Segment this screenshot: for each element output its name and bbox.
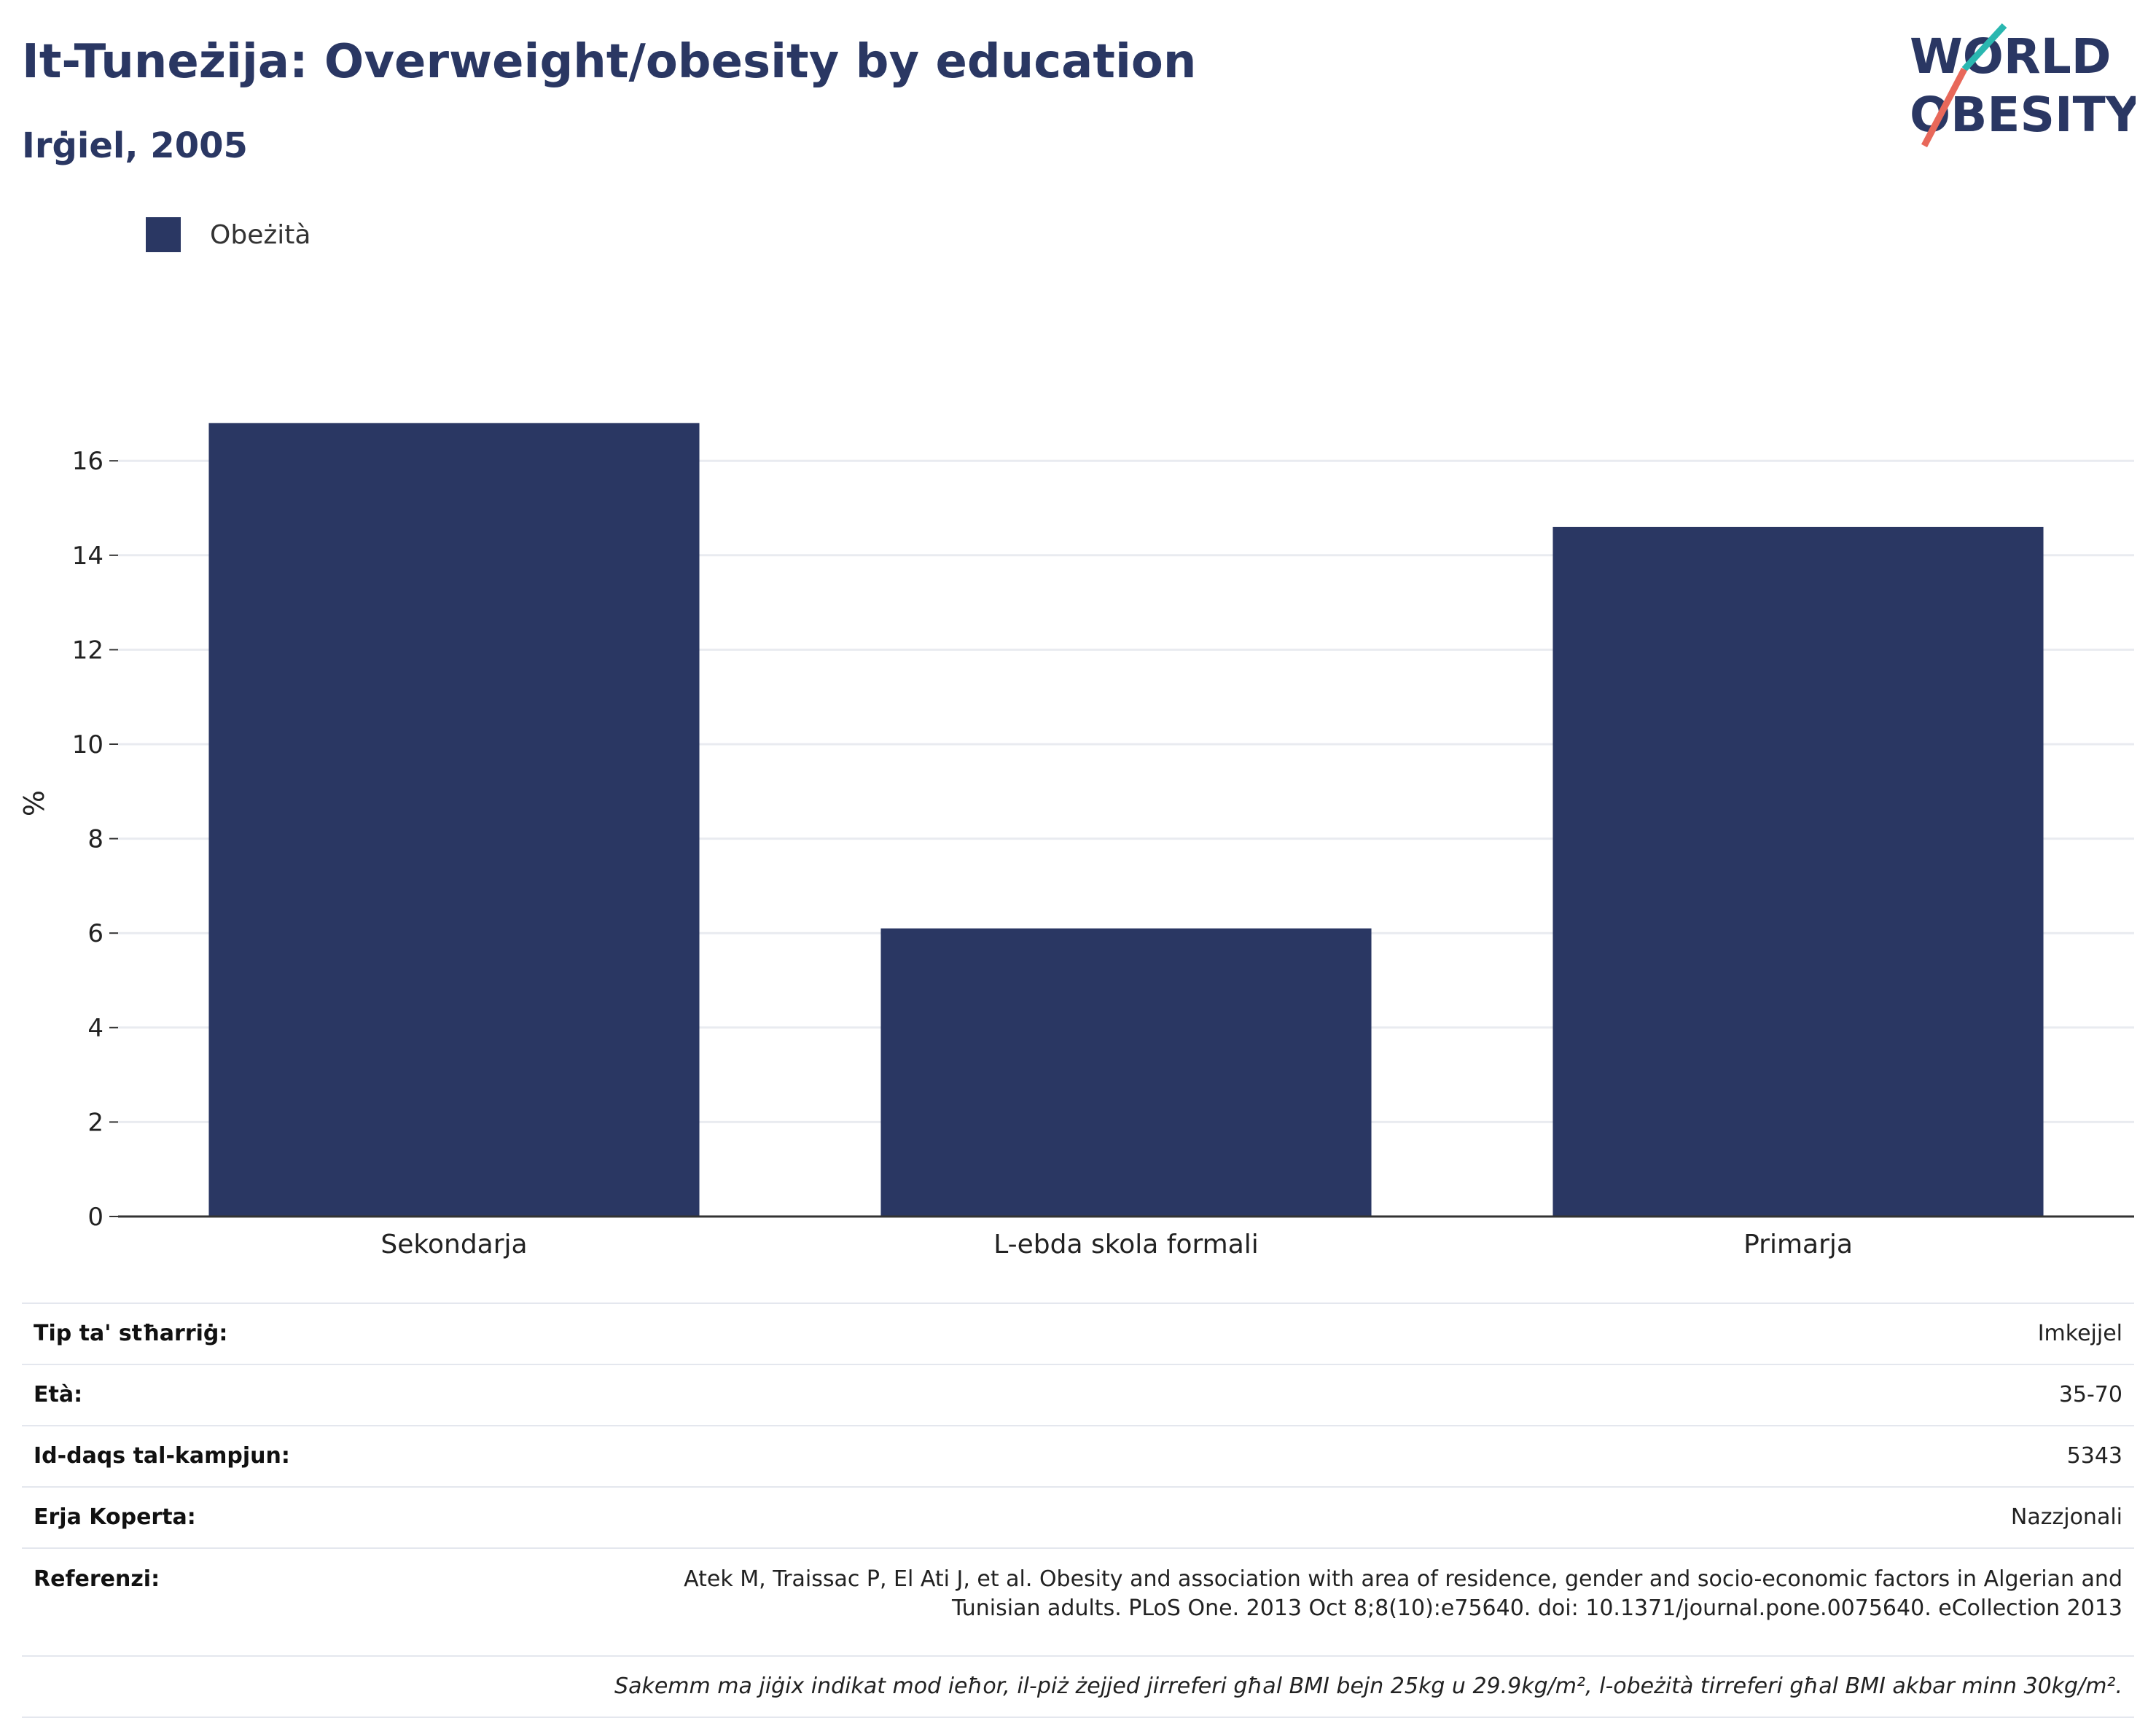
note-text: Sakemm ma jiġix indikat mod ieħor, il-pi…: [410, 1655, 2134, 1718]
x-tick-label: Primarja: [1743, 1230, 1853, 1260]
reference-text: Atek M, Traissac P, El Ati J, et al. Obe…: [410, 1547, 2134, 1656]
bar-2: [1552, 526, 2044, 1216]
chart-subtitle: Irġiel, 2005: [22, 125, 248, 166]
info-row-survey-type: Tip ta' stħarriġ: Imkejjel: [22, 1303, 2134, 1364]
reference-line-2: Tunisian adults. PLoS One. 2013 Oct 8;8(…: [952, 1596, 2122, 1621]
y-tick-label: 2: [87, 1108, 103, 1137]
y-tick-label: 6: [87, 919, 103, 948]
info-value: 35-70: [410, 1364, 2134, 1426]
info-value: 5343: [410, 1425, 2134, 1487]
svg-text:WORLD: WORLD: [1910, 28, 2112, 85]
x-tick-label: Sekondarja: [380, 1230, 527, 1260]
info-table: Tip ta' stħarriġ: Imkejjel Età: 35-70 Id…: [22, 1303, 2134, 1718]
y-tick-label: 0: [87, 1203, 103, 1232]
info-row-sample-size: Id-daqs tal-kampjun: 5343: [22, 1425, 2134, 1487]
info-value: Imkejjel: [410, 1303, 2134, 1364]
info-value: Nazzjonali: [410, 1486, 2134, 1548]
info-key: Età:: [22, 1364, 410, 1426]
info-row-area: Erja Koperta: Nazzjonali: [22, 1486, 2134, 1548]
info-key: Referenzi:: [22, 1547, 410, 1656]
y-tick-label: 16: [72, 447, 103, 476]
legend-swatch: [146, 217, 181, 252]
y-tick-label: 14: [72, 542, 103, 571]
legend-label: Obeżità: [210, 219, 311, 250]
y-tick-label: 4: [87, 1014, 103, 1043]
y-tick-label: 12: [72, 636, 103, 665]
info-row-age: Età: 35-70: [22, 1364, 2134, 1426]
y-tick-label: 8: [87, 825, 103, 854]
note-spacer: [22, 1655, 410, 1718]
chart-title: It-Tuneżija: Overweight/obesity by educa…: [22, 35, 1197, 89]
y-axis-label: %: [18, 790, 50, 816]
info-row-note: Sakemm ma jiġix indikat mod ieħor, il-pi…: [22, 1655, 2134, 1718]
info-key: Erja Koperta:: [22, 1486, 410, 1548]
bar-1: [880, 928, 1372, 1216]
world-obesity-logo: WORLD OBESITY: [1910, 23, 2136, 148]
bar-chart: 0 2 4 6 8 10 12 14 16% Sekondarja L-ebda skola for…: [18, 423, 2134, 1260]
info-key: Id-daqs tal-kampjun:: [22, 1425, 410, 1487]
y-tick-label: 10: [72, 730, 103, 759]
info-row-reference: Referenzi: Atek M, Traissac P, El Ati J,…: [22, 1547, 2134, 1656]
x-tick-label: L-ebda skola formali: [993, 1230, 1259, 1260]
reference-line-1: Atek M, Traissac P, El Ati J, et al. Obe…: [684, 1566, 2122, 1592]
info-key: Tip ta' stħarriġ:: [22, 1303, 410, 1364]
legend: Obeżità: [146, 217, 310, 252]
bar-0: [208, 423, 700, 1216]
